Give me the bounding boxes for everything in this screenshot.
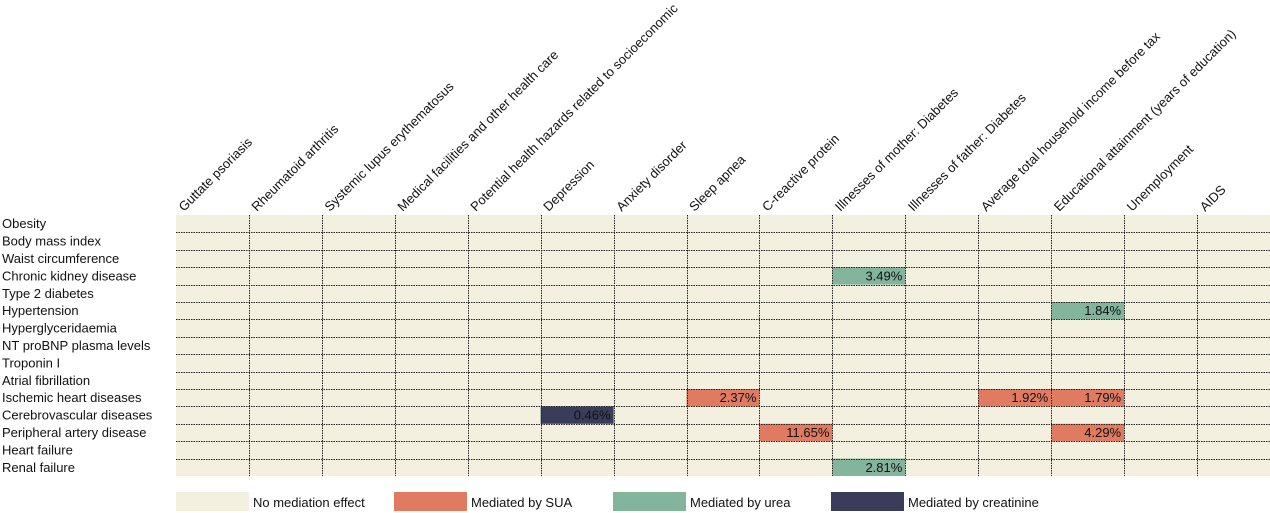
heatmap-cell xyxy=(832,458,906,476)
row-label: Atrial fibrillation xyxy=(2,373,90,388)
column-label: AIDS xyxy=(1197,182,1229,214)
row-labels: Obesity Body mass index Waist circumferenc… xyxy=(2,216,153,475)
row-label: Chronic kidney disease xyxy=(2,268,136,283)
heatmap-cell xyxy=(978,389,1052,407)
grid-layer xyxy=(176,215,1270,476)
legend-swatch-urea xyxy=(613,492,686,511)
row-label: Type 2 diabetes xyxy=(2,286,94,301)
column-label: Guttate psoriasis xyxy=(176,134,256,214)
column-label: Systemic lupus erythematosus xyxy=(321,79,457,215)
column-label: C-reactive protein xyxy=(759,131,842,214)
heatmap-cell xyxy=(832,267,906,285)
heatmap-cell xyxy=(1051,389,1125,407)
cell-value-label: 1.92% xyxy=(1011,390,1048,405)
cell-value-label: 1.79% xyxy=(1084,390,1121,405)
row-label: Renal failure xyxy=(2,460,75,475)
row-label: Waist circumference xyxy=(2,251,119,266)
row-label: Cerebrovascular diseases xyxy=(2,408,153,423)
heatmap-cell xyxy=(1051,302,1125,320)
legend-label-urea: Mediated by urea xyxy=(690,495,791,510)
cell-value-label: 1.84% xyxy=(1084,303,1121,318)
cell-labels-layer: 3.49% 1.84% 2.37% 1.92% 1.79% 0.46% 11.65% 4.29… xyxy=(574,268,1122,474)
cell-value-label: 4.29% xyxy=(1084,425,1121,440)
heatmap-cell xyxy=(759,423,833,442)
cell-value-label: 11.65% xyxy=(786,425,830,440)
heatmap-cell xyxy=(686,389,760,407)
column-label: Anxiety disorder xyxy=(613,137,690,214)
legend-swatch-none xyxy=(176,492,249,511)
legend-swatch-SUA xyxy=(394,492,467,511)
column-label: Illnesses of mother: Diabetes xyxy=(832,85,961,214)
column-label: Medical facilities and other health care xyxy=(394,47,561,214)
cell-value-label: 2.37% xyxy=(720,390,757,405)
legend-label-creatinine: Mediated by creatinine xyxy=(908,495,1039,510)
legend-label-SUA: Mediated by SUA xyxy=(471,495,572,510)
cell-value-label: 3.49% xyxy=(865,268,902,283)
row-label: Obesity xyxy=(2,216,47,231)
row-label: Heart failure xyxy=(2,442,73,457)
column-label: Sleep apnea xyxy=(686,151,749,214)
column-label: Depression xyxy=(540,157,597,214)
row-label: NT proBNP plasma levels xyxy=(2,338,151,353)
column-label: Unemployment xyxy=(1124,141,1197,214)
cell-value-label: 2.81% xyxy=(865,460,902,475)
column-label: Illnesses of father: Diabetes xyxy=(905,90,1029,214)
legend-swatch-creatinine xyxy=(831,492,904,511)
row-label: Hypertension xyxy=(2,303,79,318)
row-label: Ischemic heart diseases xyxy=(2,390,142,405)
row-label: Peripheral artery disease xyxy=(2,425,147,440)
heatmap-cell xyxy=(1051,423,1125,442)
row-label: Troponin I xyxy=(2,355,60,370)
legend: No mediation effect Mediated by SUA Mediat… xyxy=(176,492,1039,511)
heatmap-cell xyxy=(540,406,614,424)
row-label: Hyperglyceridaemia xyxy=(2,321,118,336)
row-label: Body mass index xyxy=(2,234,101,249)
legend-label-none: No mediation effect xyxy=(253,495,365,510)
cells-layer xyxy=(176,215,1270,476)
cell-value-label: 0.46% xyxy=(574,408,611,423)
